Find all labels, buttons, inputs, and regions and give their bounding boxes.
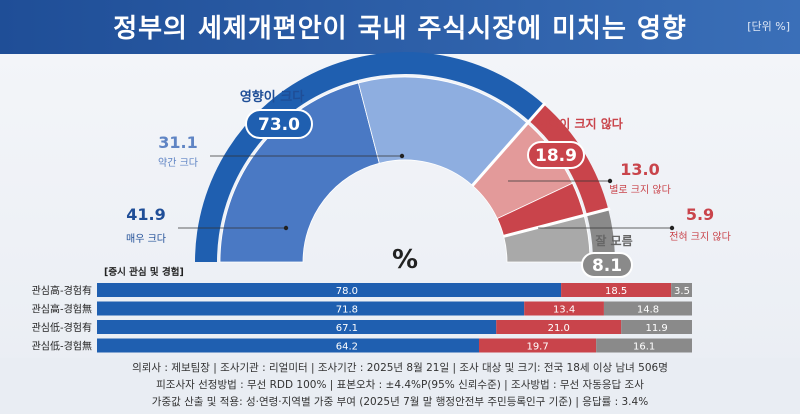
outer-slice-영향이-크다: [195, 52, 544, 262]
bar-value-label: 14.8: [637, 305, 659, 316]
item-not-much-label: 별로 크지 않다: [609, 184, 671, 196]
group-label-unknown: 잘 모름: [595, 233, 632, 248]
group-unknown-pill: [581, 252, 633, 278]
outer-slice-잘-모름: [586, 209, 615, 262]
title-bar: 정부의 세제개편안이 국내 주식시장에 미치는 영향 [단위 %]: [0, 0, 800, 54]
bar-value-label: 18.5: [605, 286, 627, 297]
group-unknown-value: 8.1: [592, 256, 622, 276]
item-not-much-value: 13.0: [620, 160, 659, 179]
bar-category-label: 관심高-경험無: [32, 303, 92, 316]
bar-segment: [97, 338, 479, 353]
footer-line-2: 피조사자 선정방법 : 무선 RDD 100% | 표본오차 : ±4.4%P(…: [156, 379, 644, 391]
inner-slice-매우-크다: [219, 82, 380, 263]
center-percent-label: %: [392, 245, 418, 275]
bar-value-label: 21.0: [548, 323, 570, 334]
group-affect-small-pill: [527, 141, 585, 169]
bar-value-label: 71.8: [336, 305, 358, 316]
bar-value-label: 3.5: [674, 286, 690, 297]
bar-segment: [97, 301, 525, 316]
group-affect-large-value: 73.0: [258, 115, 300, 135]
bar-value-label: 67.1: [336, 323, 358, 334]
item-slightly-large-label: 약간 크다: [158, 157, 198, 169]
footer-line-3: 가중값 산출 및 적용: 성·연령·지역별 가중 부여 (2025년 7월 말 …: [151, 396, 649, 408]
footer-line-1: 의뢰사 : 제보팀장 | 조사기관 : 리얼미터 | 조사기간 : 2025년 …: [132, 362, 668, 374]
bar-segment: [524, 301, 604, 316]
bar-segment: [596, 338, 692, 353]
bar-segment: [97, 320, 497, 334]
group-separator-2: [503, 207, 611, 238]
item-not-at-all-label: 전혀 크지 않다: [669, 231, 731, 243]
bar-segment: [621, 320, 692, 334]
item-very-large-label: 매우 크다: [126, 233, 166, 245]
item-very-large-value: 41.9: [126, 205, 165, 224]
inner-slice-unknown: [503, 214, 591, 263]
bar-category-label: 관심低-경험有: [32, 321, 92, 334]
item-very-large-dot: [283, 225, 289, 231]
item-not-at-all-dot: [669, 225, 675, 231]
bar-value-label: 13.4: [553, 305, 575, 316]
bar-value-label: 16.1: [633, 342, 655, 353]
item-not-much-dot: [607, 178, 613, 184]
survey-footer: 의뢰사 : 제보팀장 | 조사기관 : 리얼미터 | 조사기간 : 2025년 …: [0, 358, 800, 414]
bar-category-label: 관심高-경험有: [32, 284, 92, 297]
page-title: 정부의 세제개편안이 국내 주식시장에 미치는 영향: [113, 14, 687, 44]
bar-segment: [496, 320, 622, 334]
group-label-affect-large: 영향이 크다: [240, 89, 304, 105]
item-slightly-large-value: 31.1: [158, 133, 197, 152]
unit-label: [단위 %]: [747, 20, 790, 33]
group-affect-small-value: 18.9: [535, 146, 577, 166]
group-label-affect-small: 영향이 크지 않다: [537, 116, 623, 131]
bar-segment: [478, 338, 597, 353]
bar-segment: [671, 283, 692, 297]
bar-chart-title: [증시 관심 및 경험]: [104, 266, 184, 278]
item-slightly-large-dot: [399, 153, 405, 159]
bar-value-label: 11.9: [645, 323, 667, 334]
bar-segment: [561, 283, 672, 297]
item-not-at-all-value: 5.9: [686, 205, 714, 224]
bar-value-label: 64.2: [336, 342, 358, 353]
bar-category-label: 관심低-경험無: [32, 340, 92, 353]
bar-segment: [97, 283, 562, 297]
bar-value-label: 78.0: [336, 286, 358, 297]
group-affect-large-pill: [245, 109, 313, 139]
group-separator-1: [471, 101, 547, 187]
bar-value-label: 19.7: [526, 342, 548, 353]
bar-segment: [603, 301, 692, 316]
